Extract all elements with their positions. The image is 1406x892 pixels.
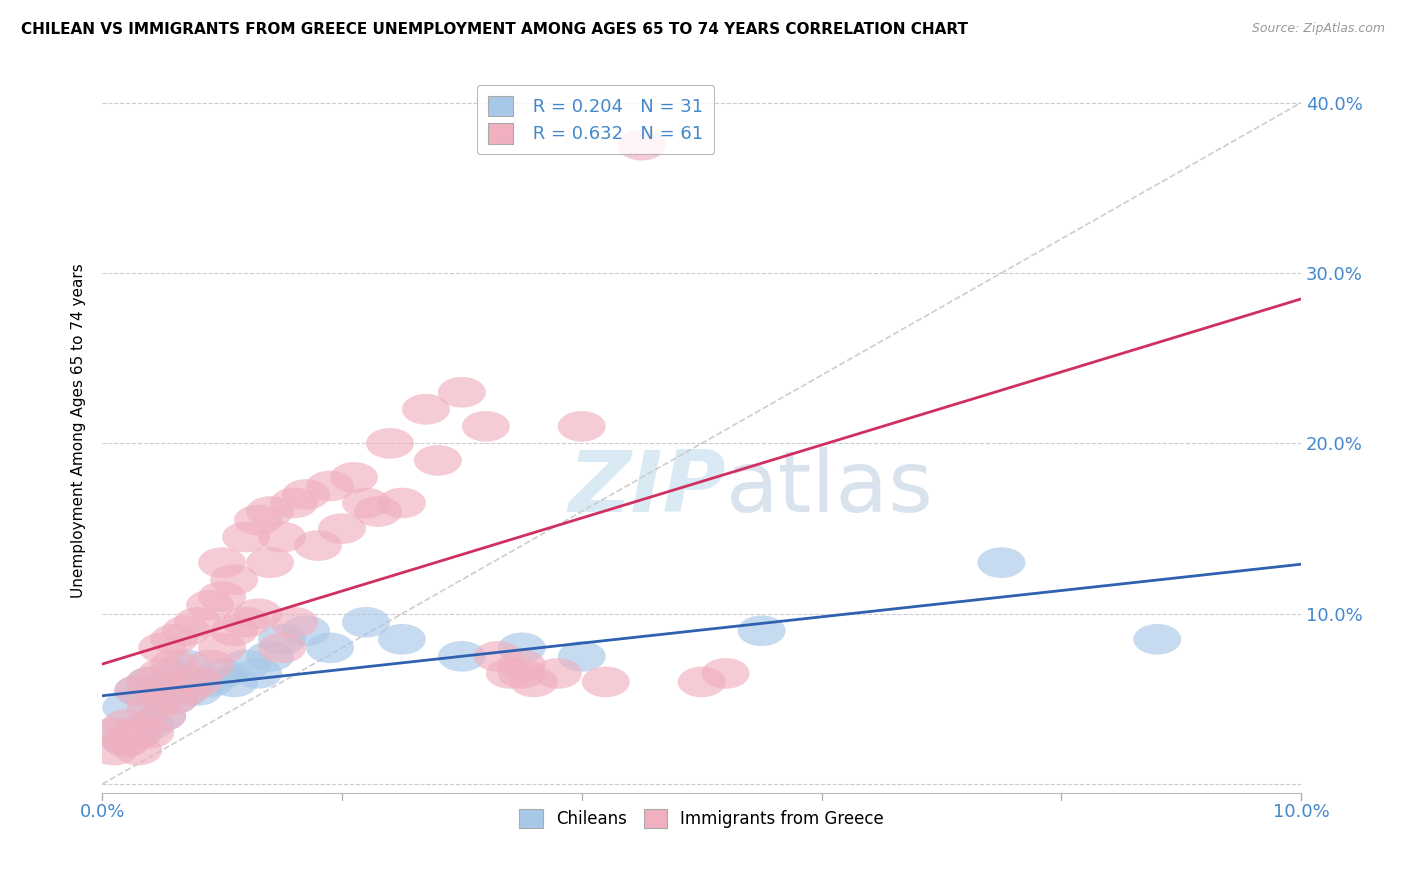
Ellipse shape (498, 649, 546, 681)
Ellipse shape (617, 130, 665, 161)
Ellipse shape (114, 675, 162, 706)
Ellipse shape (198, 658, 246, 689)
Ellipse shape (413, 445, 463, 475)
Ellipse shape (138, 632, 186, 663)
Ellipse shape (198, 548, 246, 578)
Ellipse shape (270, 488, 318, 518)
Y-axis label: Unemployment Among Ages 65 to 74 years: Unemployment Among Ages 65 to 74 years (72, 263, 86, 598)
Ellipse shape (378, 488, 426, 518)
Ellipse shape (498, 632, 546, 663)
Ellipse shape (498, 658, 546, 689)
Ellipse shape (114, 718, 162, 748)
Ellipse shape (330, 462, 378, 492)
Ellipse shape (127, 709, 174, 739)
Ellipse shape (138, 700, 186, 731)
Ellipse shape (138, 700, 186, 731)
Ellipse shape (307, 471, 354, 501)
Ellipse shape (90, 718, 138, 748)
Ellipse shape (246, 641, 294, 672)
Ellipse shape (366, 428, 413, 458)
Ellipse shape (174, 675, 222, 706)
Ellipse shape (474, 641, 522, 672)
Ellipse shape (510, 666, 558, 698)
Ellipse shape (738, 615, 786, 646)
Ellipse shape (150, 624, 198, 655)
Ellipse shape (402, 394, 450, 425)
Ellipse shape (283, 615, 330, 646)
Ellipse shape (209, 666, 259, 698)
Ellipse shape (233, 599, 283, 629)
Ellipse shape (150, 683, 198, 714)
Ellipse shape (1133, 624, 1181, 655)
Ellipse shape (114, 735, 162, 765)
Ellipse shape (209, 615, 259, 646)
Ellipse shape (127, 666, 174, 698)
Text: ZIP: ZIP (568, 447, 725, 530)
Ellipse shape (162, 615, 209, 646)
Ellipse shape (486, 658, 534, 689)
Ellipse shape (318, 513, 366, 544)
Ellipse shape (150, 649, 198, 681)
Ellipse shape (138, 675, 186, 706)
Ellipse shape (103, 709, 150, 739)
Ellipse shape (222, 649, 270, 681)
Ellipse shape (558, 641, 606, 672)
Ellipse shape (246, 496, 294, 527)
Ellipse shape (342, 607, 389, 638)
Text: CHILEAN VS IMMIGRANTS FROM GREECE UNEMPLOYMENT AMONG AGES 65 TO 74 YEARS CORRELA: CHILEAN VS IMMIGRANTS FROM GREECE UNEMPL… (21, 22, 969, 37)
Ellipse shape (103, 726, 150, 757)
Ellipse shape (162, 675, 209, 706)
Ellipse shape (90, 735, 138, 765)
Ellipse shape (127, 718, 174, 748)
Ellipse shape (127, 692, 174, 723)
Text: Source: ZipAtlas.com: Source: ZipAtlas.com (1251, 22, 1385, 36)
Ellipse shape (534, 658, 582, 689)
Legend: Chileans, Immigrants from Greece: Chileans, Immigrants from Greece (513, 803, 890, 835)
Ellipse shape (246, 548, 294, 578)
Ellipse shape (294, 530, 342, 561)
Ellipse shape (222, 522, 270, 552)
Ellipse shape (259, 632, 307, 663)
Ellipse shape (162, 675, 209, 706)
Ellipse shape (233, 658, 283, 689)
Ellipse shape (103, 692, 150, 723)
Ellipse shape (342, 488, 389, 518)
Ellipse shape (437, 377, 486, 408)
Ellipse shape (127, 666, 174, 698)
Ellipse shape (283, 479, 330, 510)
Ellipse shape (678, 666, 725, 698)
Ellipse shape (222, 607, 270, 638)
Ellipse shape (150, 658, 198, 689)
Ellipse shape (582, 666, 630, 698)
Ellipse shape (114, 675, 162, 706)
Ellipse shape (90, 718, 138, 748)
Ellipse shape (198, 582, 246, 612)
Text: atlas: atlas (725, 447, 934, 530)
Ellipse shape (162, 649, 209, 681)
Ellipse shape (977, 548, 1025, 578)
Ellipse shape (437, 641, 486, 672)
Ellipse shape (259, 522, 307, 552)
Ellipse shape (270, 607, 318, 638)
Ellipse shape (463, 411, 510, 442)
Ellipse shape (198, 632, 246, 663)
Ellipse shape (209, 565, 259, 595)
Ellipse shape (378, 624, 426, 655)
Ellipse shape (114, 718, 162, 748)
Ellipse shape (186, 649, 233, 681)
Ellipse shape (103, 726, 150, 757)
Ellipse shape (259, 624, 307, 655)
Ellipse shape (307, 632, 354, 663)
Ellipse shape (174, 666, 222, 698)
Ellipse shape (174, 607, 222, 638)
Ellipse shape (186, 666, 233, 698)
Ellipse shape (186, 590, 233, 621)
Ellipse shape (150, 683, 198, 714)
Ellipse shape (558, 411, 606, 442)
Ellipse shape (354, 496, 402, 527)
Ellipse shape (138, 658, 186, 689)
Ellipse shape (702, 658, 749, 689)
Ellipse shape (233, 505, 283, 535)
